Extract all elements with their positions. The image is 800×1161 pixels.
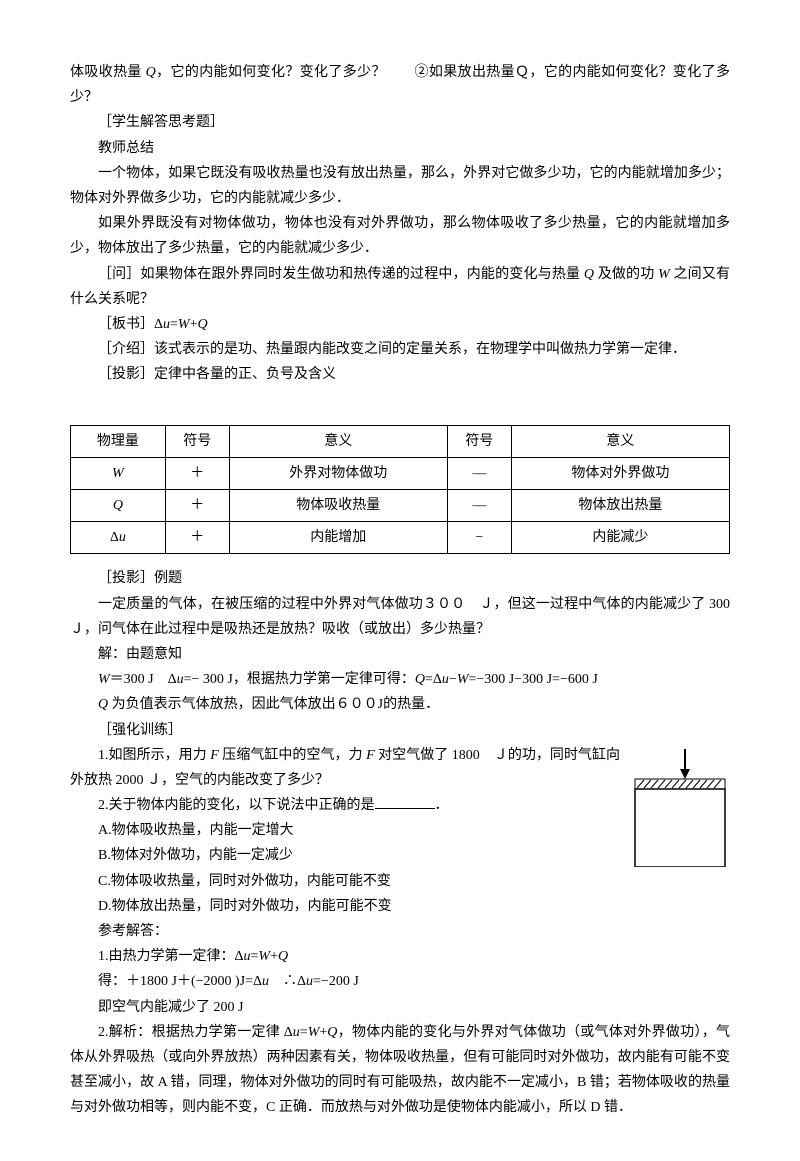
answer2: 2.解析：根据热力学第一定律 Δu=W+Q，物体内能的变化与外界对气体做功（或气… (70, 1020, 730, 1121)
header-cell: 符号 (447, 425, 511, 457)
a1-q: Q (278, 949, 288, 964)
du-label: u (119, 530, 126, 545)
hatch (693, 780, 700, 788)
example-label: ［投影］例题 (70, 566, 730, 591)
q1-mid1: 压缩气缸中的空气，力 (219, 748, 366, 763)
cell: ＋ (165, 522, 229, 554)
header-cell: 意义 (229, 425, 447, 457)
cell: 物体放出热量 (511, 490, 729, 522)
option-d: D.物体放出热量，同时对外做功，内能可能不变 (70, 894, 730, 919)
intro-note: ［介绍］该式表示的是功、热量跟内能改变之间的定量关系，在物理学中叫做热力学第一定… (70, 337, 730, 362)
q-symbol: Q (584, 267, 594, 282)
projection-note: ［投影］定律中各量的正、负号及含义 (70, 362, 730, 387)
header-cell: 意义 (511, 425, 729, 457)
blank-field (375, 795, 435, 809)
table-row: W ＋ 外界对物体做功 — 物体对外界做功 (71, 457, 730, 489)
piston-svg (630, 747, 730, 867)
solution-line2: Q 为负值表示气体放热，因此气体放出６００J的热量． (70, 692, 730, 717)
a1-u2: u (262, 974, 269, 989)
summary-para1: 一个物体，如果它既没有吸收热量也没有放出热量，那么，外界对它做多少功，它的内能就… (70, 161, 730, 211)
cell: 物体吸收热量 (229, 490, 447, 522)
answer1-line1: 1.由热力学第一定律：Δu=W+Q (70, 944, 730, 969)
w-symbol: W (658, 267, 670, 282)
practice-label: ［强化训练］ (70, 718, 730, 743)
cell: − (447, 522, 511, 554)
q-label: Q (113, 498, 123, 513)
summary-para2: 如果外界既没有对物体做功，物体也没有对外界做功，那么物体吸收了多少热量，它的内能… (70, 211, 730, 261)
cell: — (447, 457, 511, 489)
a2-q: Q (327, 1025, 337, 1040)
sol-w: W (98, 672, 110, 687)
a2-w: W (308, 1025, 320, 1040)
answer1-line2: 得：＋1800 J＋(−2000 )J=Δu ∴Δu=−200 J (70, 969, 730, 994)
sol-q2: Q (98, 697, 108, 712)
formula-plus: + (190, 317, 198, 332)
cell: Δu (71, 522, 166, 554)
hatch (658, 780, 665, 788)
intro-text-b: ，它的内能如何变化？变化了多少？ ②如果放出热量Ｑ，它的内能如何变化？变化了多少… (70, 65, 730, 105)
cell: 内能减少 (511, 522, 729, 554)
q-mid: 及做的功 (594, 267, 658, 282)
w-label: W (112, 466, 124, 481)
header-cell: 物理量 (71, 425, 166, 457)
a1-w: W (258, 949, 270, 964)
cell: ＋ (165, 490, 229, 522)
hatch (651, 780, 658, 788)
q1-prefix: 1.如图所示，用力 (98, 748, 210, 763)
intro-line: 体吸收热量 Q，它的内能如何变化？变化了多少？ ②如果放出热量Ｑ，它的内能如何变… (70, 60, 730, 110)
hatch (707, 780, 714, 788)
table-row: Q ＋ 物体吸收热量 — 物体放出热量 (71, 490, 730, 522)
q2-text: 2.关于物体内能的变化，以下说法中正确的是 (98, 798, 375, 813)
formula-w: W (178, 317, 190, 332)
hatch (686, 780, 693, 788)
table-row: Δu ＋ 内能增加 − 内能减少 (71, 522, 730, 554)
example-text: 一定质量的气体，在被压缩的过程中外界对气体做功３００ Ｊ，但这一过程中气体的内能… (70, 592, 730, 642)
formula-u: u (163, 317, 170, 332)
table-header-row: 物理量 符号 意义 符号 意义 (71, 425, 730, 457)
hatch (679, 780, 686, 788)
solution-line1: W＝300 J Δu=− 300 J，根据热力学第一定律可得：Q=Δu−W=−3… (70, 667, 730, 692)
sign-table: 物理量 符号 意义 符号 意义 W ＋ 外界对物体做功 — 物体对外界做功 Q … (70, 425, 730, 555)
cell: 内能增加 (229, 522, 447, 554)
cell: ＋ (165, 457, 229, 489)
formula-label: ［板书］Δ (98, 317, 163, 332)
header-cell: 符号 (165, 425, 229, 457)
teacher-summary-label: 教师总结 (70, 136, 730, 161)
q1-f: F (210, 748, 219, 763)
sol-u: u (177, 672, 184, 687)
arrow-head-icon (680, 769, 690, 779)
q-prefix: ［问］如果物体在跟外界同时发生做功和热传递的过程中，内能的变化与热量 (98, 267, 584, 282)
cell: 外界对物体做功 (229, 457, 447, 489)
formula-eq: = (170, 317, 178, 332)
formula-q: Q (198, 317, 208, 332)
answer-label: 参考解答： (70, 919, 730, 944)
hatch (644, 780, 651, 788)
piston-figure (630, 747, 730, 876)
sol-q: Q (415, 672, 425, 687)
hatch (714, 780, 721, 788)
cell: 物体对外界做功 (511, 457, 729, 489)
sol-w2: W (457, 672, 469, 687)
hatch (672, 780, 679, 788)
cell: Q (71, 490, 166, 522)
solution-label: 解：由题意知 (70, 642, 730, 667)
hatch (637, 780, 644, 788)
formula-line: ［板书］Δu=W+Q (70, 312, 730, 337)
question-para: ［问］如果物体在跟外界同时发生做功和热传递的过程中，内能的变化与热量 Q 及做的… (70, 262, 730, 312)
cylinder-rect (635, 789, 725, 867)
cell: W (71, 457, 166, 489)
cell: — (447, 490, 511, 522)
intro-q: Q (146, 65, 156, 80)
intro-text-a: 体吸收热量 (70, 65, 146, 80)
student-answer-label: ［学生解答思考题］ (70, 110, 730, 135)
sol-u2: u (442, 672, 449, 687)
answer1-line3: 即空气内能减少了 200 J (70, 995, 730, 1020)
a2-u: u (293, 1025, 300, 1040)
q1-f2: F (366, 748, 375, 763)
a1-u3: u (306, 974, 313, 989)
hatch (665, 780, 672, 788)
hatch (700, 780, 707, 788)
a1-u: u (244, 949, 251, 964)
